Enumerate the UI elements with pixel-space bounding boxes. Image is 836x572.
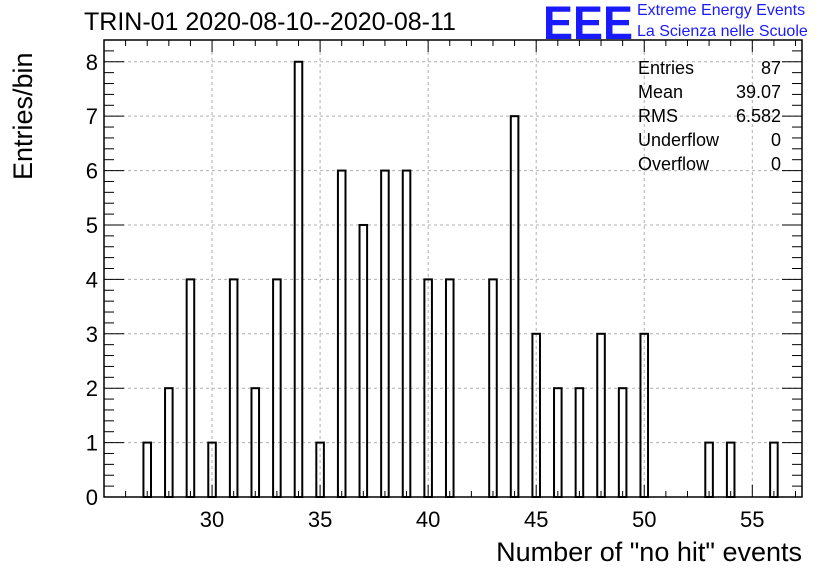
eee-logo: EEE (543, 2, 633, 42)
stats-row-underflow: Underflow 0 (638, 128, 781, 152)
y-tick-label: 3 (86, 322, 98, 347)
stats-row-rms: RMS 6.582 (638, 104, 781, 128)
x-tick-label: 30 (200, 507, 224, 532)
stats-row-mean: Mean 39.07 (638, 80, 781, 104)
y-axis-label: Entries/bin (8, 52, 38, 180)
y-tick-label: 4 (86, 267, 98, 292)
y-tick-label: 0 (86, 485, 98, 510)
histogram-bar (596, 332, 606, 498)
y-tick-label: 1 (86, 431, 98, 456)
stats-value: 87 (760, 58, 781, 78)
logo-text-line2: La Scienza nelle Scuole (637, 23, 808, 40)
y-tick-label: 6 (86, 159, 98, 184)
x-tick-label: 50 (632, 507, 656, 532)
stats-label: Overflow (638, 154, 710, 174)
stats-value: 0 (770, 130, 781, 150)
stats-value: 6.582 (735, 106, 781, 126)
x-tick-label: 35 (308, 507, 332, 532)
x-axis-ticks: 30 35 40 45 50 55 (103, 40, 797, 532)
stats-label: Underflow (638, 130, 720, 150)
stats-box: Entries 87 Mean 39.07 RMS 6.582 Underflo… (638, 56, 781, 176)
chart-title: TRIN-01 2020-08-10--2020-08-11 (84, 8, 456, 36)
histogram-bar (725, 441, 736, 499)
y-axis-ticks: 0 1 2 3 4 5 6 7 8 (86, 39, 802, 510)
y-tick-label: 7 (86, 104, 98, 129)
y-tick-label: 5 (86, 213, 98, 238)
x-axis-label: Number of "no hit" events (496, 537, 802, 567)
stats-label: Mean (638, 82, 684, 102)
stats-value: 39.07 (735, 82, 781, 102)
histogram-bar (769, 441, 779, 499)
x-tick-label: 55 (740, 507, 764, 532)
y-tick-label: 8 (86, 50, 98, 75)
stats-row-overflow: Overflow 0 (638, 152, 781, 176)
histogram-bar (509, 115, 520, 499)
x-tick-label: 40 (416, 507, 440, 532)
stats-value: 0 (770, 154, 781, 174)
logo-text-line1: Extreme Energy Events (637, 2, 806, 19)
histogram-bar (358, 223, 369, 498)
eee-logo-letters: EEE (543, 2, 633, 42)
stats-label: Entries (638, 58, 695, 78)
x-tick-label: 45 (524, 507, 548, 532)
stats-label: RMS (638, 106, 678, 126)
histogram-bar (142, 441, 153, 499)
y-tick-label: 2 (86, 376, 98, 401)
stats-row-entries: Entries 87 (638, 56, 781, 80)
histogram-bar (704, 441, 714, 499)
